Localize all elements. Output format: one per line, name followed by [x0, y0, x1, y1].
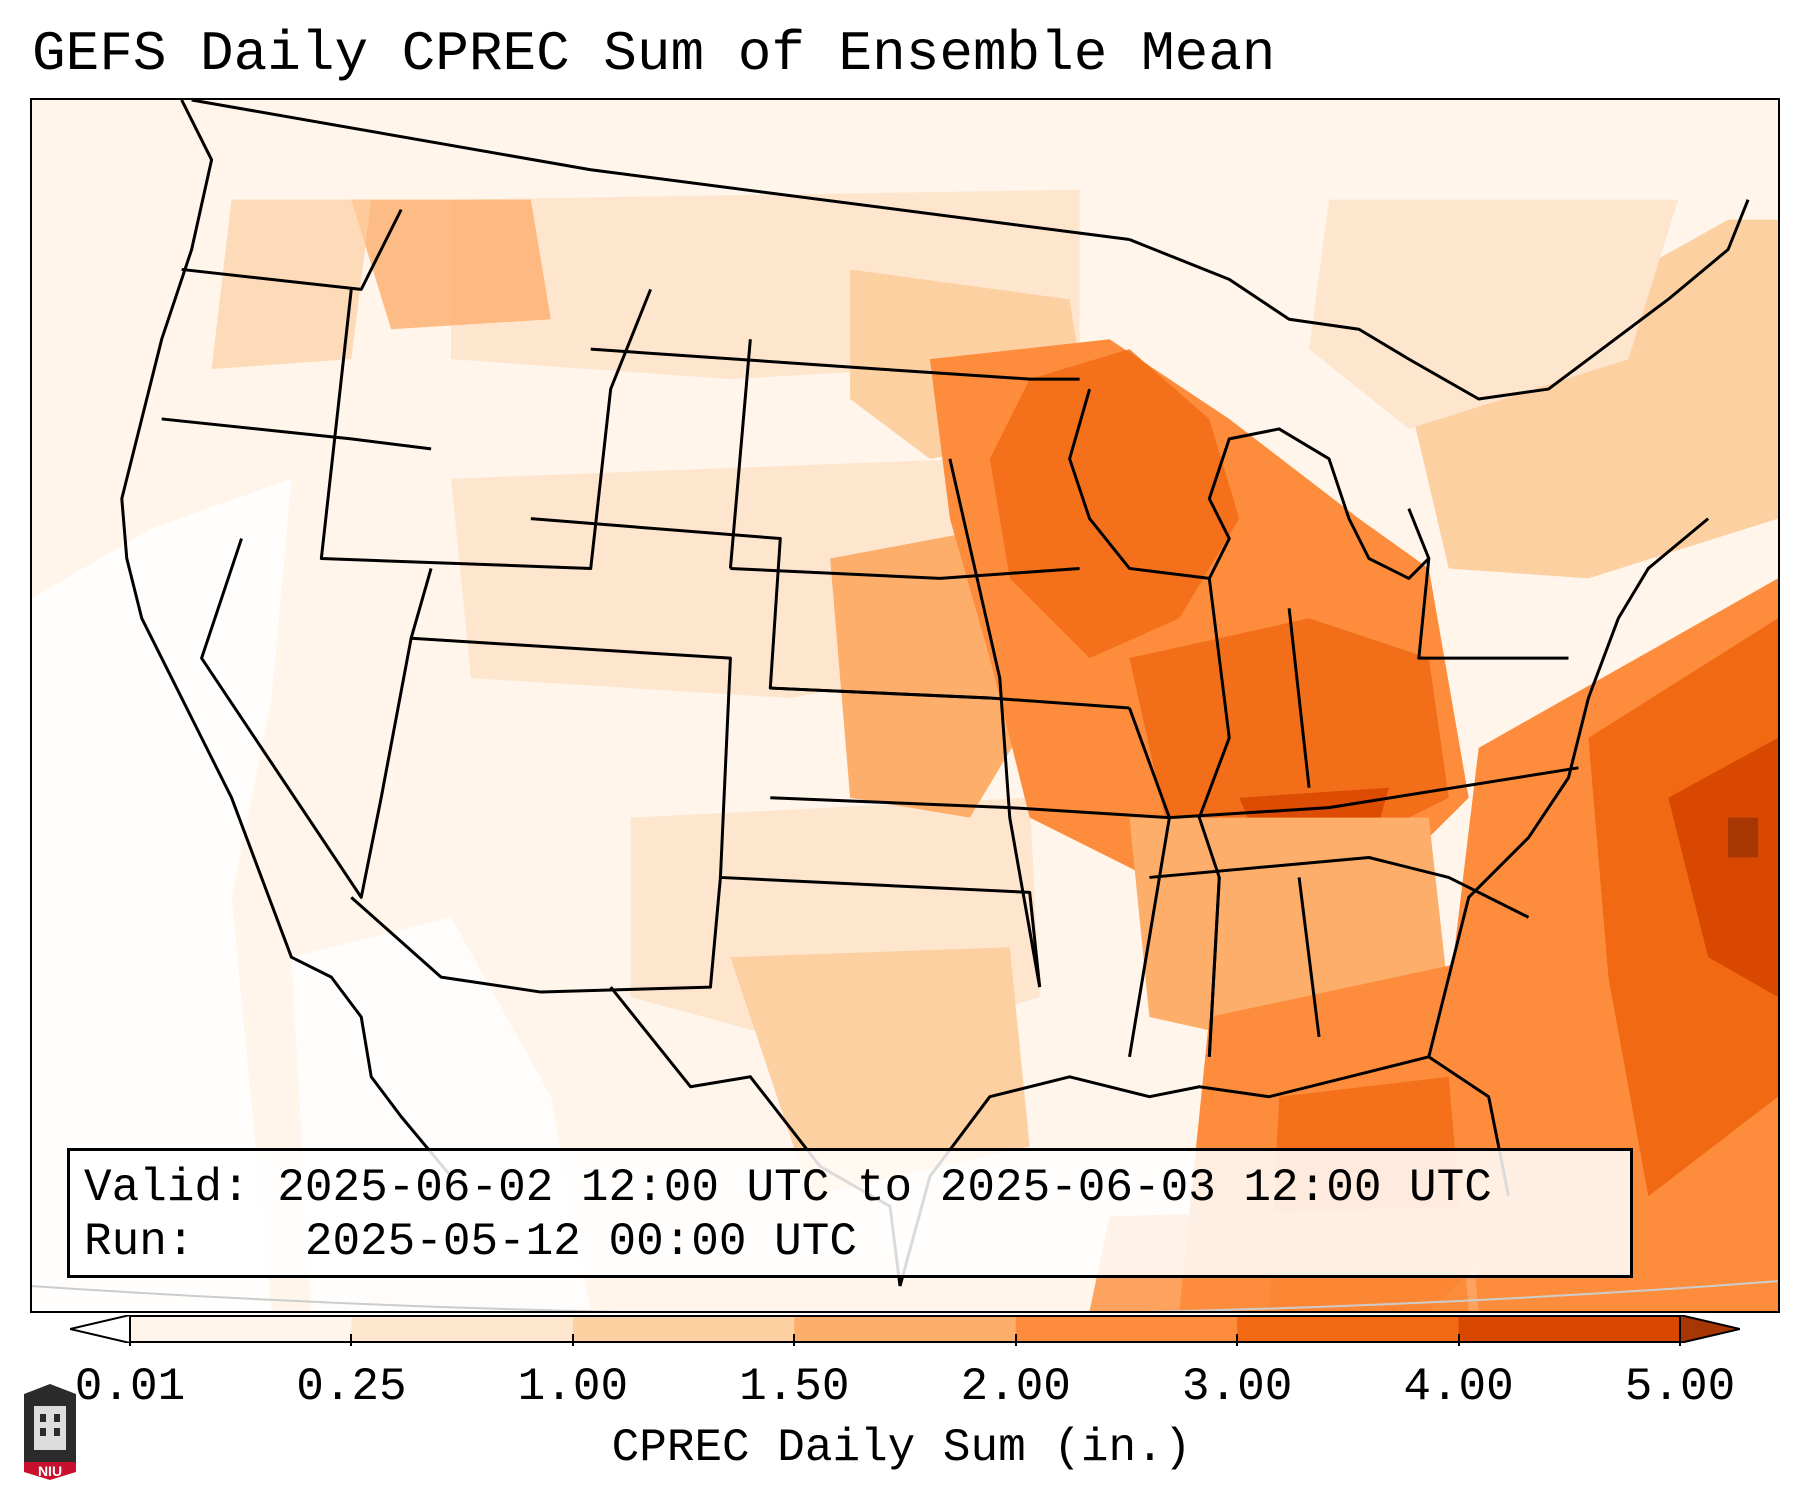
- border-wa-or: [181, 208, 403, 291]
- tn-nc-north: [1169, 766, 1579, 820]
- nevada: [200, 538, 433, 899]
- colorbar-tick-label: 5.00: [1624, 1361, 1736, 1413]
- south-border: [1149, 856, 1530, 919]
- colorbar-tick-mark: [129, 1334, 131, 1346]
- great-lakes: [1068, 388, 1431, 580]
- niu-logo-icon: NIU: [20, 1384, 80, 1480]
- colorbar-segment: [351, 1315, 574, 1343]
- colorbar-tick-label: 1.50: [739, 1361, 850, 1413]
- projection-edge: [32, 1280, 1778, 1311]
- map-svg: [32, 100, 1778, 1311]
- colorbar-label: CPREC Daily Sum (in.): [611, 1422, 1192, 1474]
- idaho-nevada: [319, 288, 652, 570]
- valid-run-box: Valid: 2025-06-02 12:00 UTC to 2025-06-0…: [67, 1148, 1633, 1278]
- colorbar-segment: [1458, 1315, 1681, 1343]
- valid-label: Valid:: [84, 1162, 250, 1214]
- colorbar-tick-mark: [350, 1334, 353, 1346]
- ks-ok: [770, 796, 1170, 820]
- colorbar-tick-mark: [1236, 1334, 1239, 1346]
- border-canada-east: [1128, 199, 1750, 401]
- colorbar-outline: [129, 1315, 1681, 1343]
- colorbar-tick-label: 1.00: [517, 1361, 629, 1413]
- colorbar-segment: [1015, 1315, 1239, 1343]
- ms-al: [1207, 877, 1221, 1057]
- colorbar-extend-high: [1679, 1315, 1740, 1343]
- gulf-coast: [898, 1055, 1511, 1287]
- map-title: GEFS Daily CPREC Sum of Ensemble Mean: [32, 22, 1276, 86]
- logo-svg: NIU: [24, 1384, 76, 1480]
- colorbar-tick-label: 3.00: [1181, 1361, 1293, 1413]
- sd-ne: [730, 566, 1080, 580]
- run-label: Run:: [84, 1216, 195, 1268]
- az-nm-south: [350, 875, 1042, 994]
- colorbar-segment: [130, 1315, 353, 1343]
- dakota-west: [728, 339, 752, 569]
- valid-value: 2025-06-02 12:00 UTC to 2025-06-03 12:00…: [277, 1162, 1492, 1214]
- coastlines-and-borders: [120, 100, 1750, 1287]
- border-canada-west: [191, 100, 1130, 242]
- colorbar-segment: [794, 1315, 1017, 1343]
- run-value: 2025-05-12 00:00 UTC: [304, 1216, 857, 1268]
- colorbar-tick-mark: [1014, 1334, 1017, 1346]
- colorbar-tick-label: 0.25: [296, 1361, 407, 1413]
- colorbar-extend-low: [70, 1315, 131, 1343]
- montana-dakotas: [590, 347, 1080, 381]
- precipitation-field: [32, 189, 1778, 1311]
- colorbar-tick-label: 0.01: [74, 1361, 186, 1413]
- colorbar-tick-label: 4.00: [1403, 1361, 1514, 1413]
- al-ga: [1297, 877, 1321, 1038]
- atlantic-coast: [1427, 517, 1710, 1058]
- colorbar-segment: [572, 1315, 796, 1343]
- west-coast: [120, 100, 453, 1178]
- precipitation-map: [30, 98, 1780, 1313]
- indiana-ohio: [1287, 608, 1311, 788]
- colorbar-segment: [1237, 1315, 1460, 1343]
- colorbar-tick-mark: [571, 1334, 574, 1346]
- dakota-nebraska-east: [948, 458, 1042, 988]
- svg-text:NIU: NIU: [38, 1463, 62, 1479]
- colorbar-tick-mark: [793, 1334, 796, 1346]
- border-or-ca: [161, 417, 432, 451]
- colorbar-tick-mark: [1457, 1334, 1460, 1346]
- ne-ks: [770, 686, 1130, 710]
- pennsylvania: [1417, 558, 1569, 660]
- colorbar: [70, 1315, 1740, 1343]
- utah-az: [411, 636, 732, 878]
- colorbar-tick-mark: [1679, 1334, 1681, 1346]
- colorbar-tick-label: 2.00: [960, 1361, 1071, 1413]
- colorbar-svg: [70, 1315, 1740, 1343]
